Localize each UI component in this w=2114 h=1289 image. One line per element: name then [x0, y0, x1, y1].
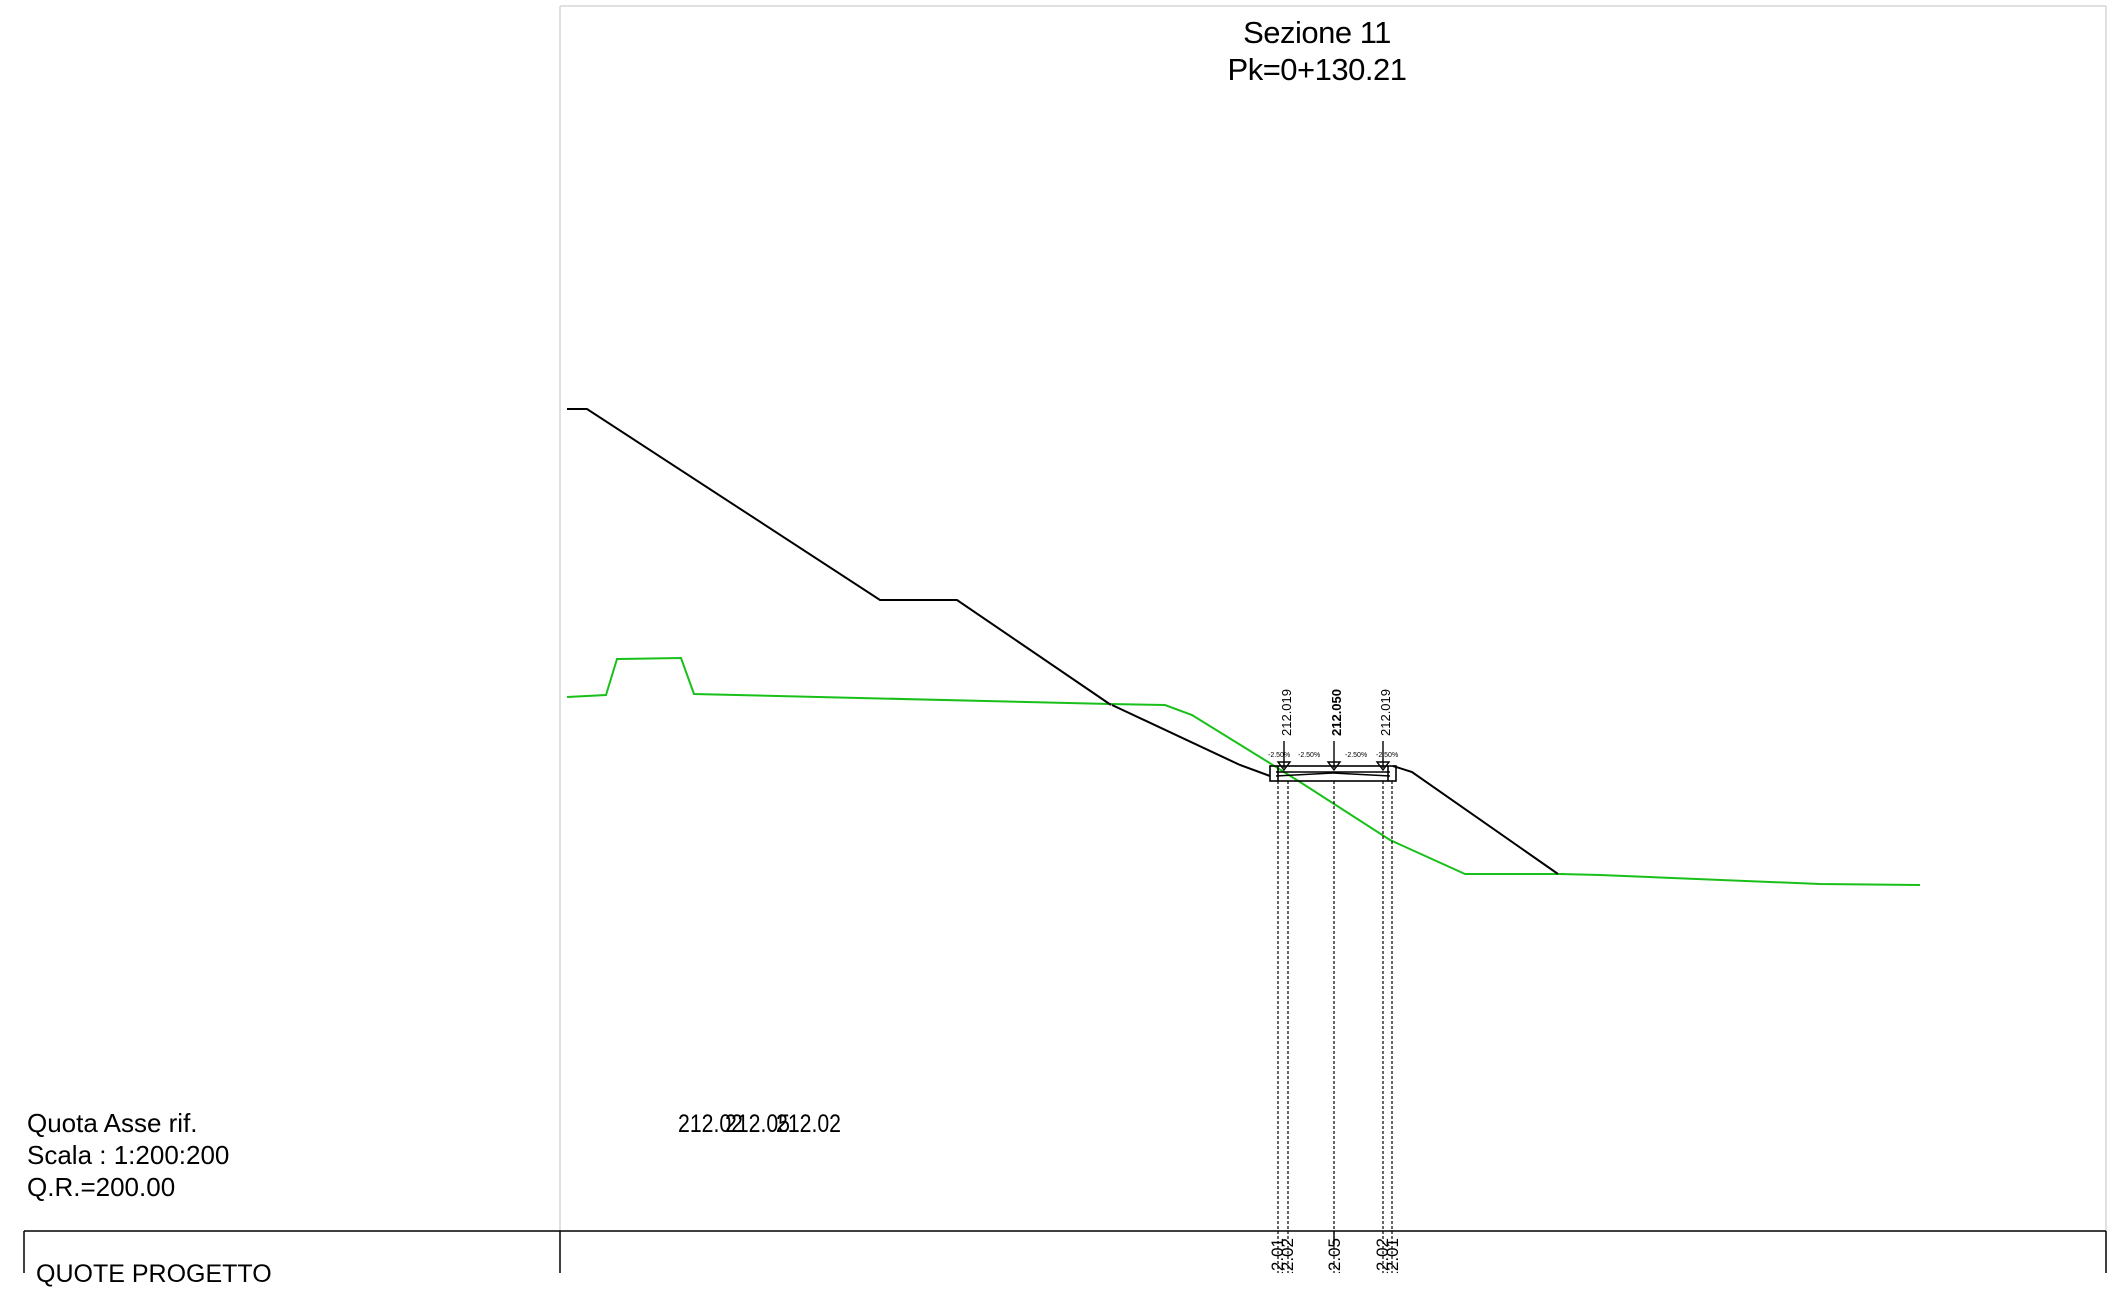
section-title: Sezione 11	[1243, 15, 1391, 50]
slope-label-4: -2.50%	[1376, 752, 1398, 759]
slope-label-2: -2.50%	[1298, 752, 1320, 759]
elevation-marker-right	[1375, 741, 1391, 772]
section-chainage: Pk=0+130.21	[1227, 52, 1407, 87]
design-profile-right	[1392, 765, 1559, 875]
design-profile-left	[567, 408, 1112, 706]
projection-lines	[1277, 781, 1393, 1273]
ground-profile-line	[566, 656, 1921, 886]
reference-elevation-label: Q.R.=200.00	[27, 1172, 176, 1202]
scale-label: Scala : 1:200:200	[27, 1140, 230, 1170]
marker-elevation-left: 212.019	[1279, 689, 1294, 736]
table-cell-4: 212.02	[1373, 1238, 1392, 1273]
axis-elevation-value-1: 212.02	[678, 1110, 743, 1138]
table-cell-3: 212.05	[1325, 1238, 1344, 1273]
axis-elevation-label: Quota Asse rif.	[27, 1108, 198, 1138]
design-profile-embankment	[1111, 704, 1271, 777]
elevation-marker-left	[1276, 741, 1292, 772]
road-platform	[1269, 765, 1397, 782]
marker-elevation-axis: 212.050	[1329, 689, 1344, 736]
marker-elevation-right: 212.019	[1378, 689, 1393, 736]
table-cell-5: 212.01	[1383, 1238, 1402, 1273]
table-cell-1: 212.01	[1268, 1238, 1287, 1273]
axis-elevation-value-3: 212.02	[776, 1110, 841, 1138]
slope-label-1: -2.50%	[1268, 752, 1290, 759]
elevation-marker-axis	[1326, 741, 1342, 772]
slope-label-3: -2.50%	[1345, 752, 1367, 759]
axis-elevation-value-2: 212.05	[725, 1110, 790, 1138]
table-cell-2: 212.02	[1278, 1238, 1297, 1273]
